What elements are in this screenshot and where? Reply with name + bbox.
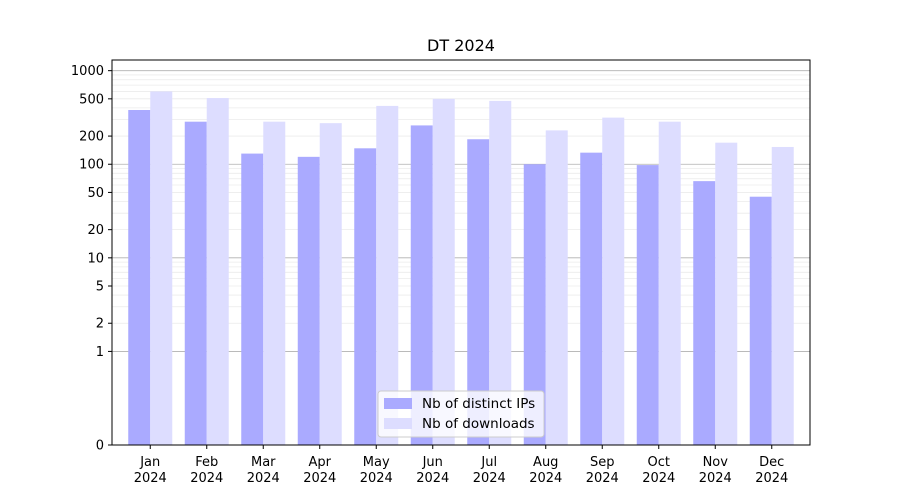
legend-box <box>377 390 545 438</box>
legend-label-downloads: Nb of downloads <box>422 416 535 432</box>
x-axis: Jan2024Feb2024Mar2024Apr2024May2024Jun20… <box>134 445 788 486</box>
bar-downloads <box>771 146 794 446</box>
y-tick-label: 100 <box>79 158 104 173</box>
legend-swatch-downloads <box>384 418 412 429</box>
x-tick-label-month: Sep <box>590 455 615 470</box>
bar-distinct-ips <box>749 196 772 445</box>
bar-distinct-ips <box>636 165 659 445</box>
x-tick-label-year: 2024 <box>529 471 562 486</box>
bar-downloads <box>150 91 173 445</box>
bar-distinct-ips <box>523 164 546 445</box>
x-tick-label-year: 2024 <box>134 471 167 486</box>
x-tick-label-month: Dec <box>759 455 784 470</box>
y-tick-label: 2 <box>96 317 104 332</box>
x-tick-label-month: Jul <box>480 455 497 470</box>
bar-distinct-ips <box>354 148 377 446</box>
y-tick-label: 1000 <box>71 64 104 79</box>
x-tick-label-year: 2024 <box>360 471 393 486</box>
y-tick-label: 20 <box>87 223 104 238</box>
bar-downloads <box>432 98 455 446</box>
y-tick-label: 50 <box>87 186 104 201</box>
x-tick-label-year: 2024 <box>416 471 449 486</box>
x-tick-label-month: Oct <box>648 455 670 470</box>
y-tick-label: 0 <box>96 439 104 454</box>
bar-downloads <box>658 121 681 446</box>
x-tick-label-month: Jan <box>139 455 160 470</box>
x-tick-label-year: 2024 <box>699 471 732 486</box>
y-tick-label: 500 <box>79 92 104 107</box>
bar-distinct-ips <box>128 109 151 446</box>
x-tick-label-month: Aug <box>533 455 558 470</box>
bar-downloads <box>489 100 512 446</box>
x-tick-label-year: 2024 <box>247 471 280 486</box>
bar-downloads <box>263 121 286 446</box>
x-tick-label-year: 2024 <box>586 471 619 486</box>
x-tick-label-year: 2024 <box>190 471 223 486</box>
x-tick-label-month: Nov <box>703 455 729 470</box>
y-tick-label: 10 <box>87 251 104 266</box>
bars-layer <box>128 91 794 446</box>
chart-title: DT 2024 <box>427 36 495 55</box>
x-tick-label-month: Feb <box>195 455 218 470</box>
bar-distinct-ips <box>580 152 603 445</box>
y-tick-label: 200 <box>79 130 104 145</box>
y-tick-label: 1 <box>96 345 104 360</box>
bar-distinct-ips <box>410 125 433 445</box>
y-tick-label: 5 <box>96 280 104 295</box>
x-tick-label-month: Apr <box>309 455 332 470</box>
x-tick-label-year: 2024 <box>303 471 336 486</box>
x-tick-label-year: 2024 <box>473 471 506 486</box>
bar-distinct-ips <box>297 156 320 446</box>
bar-downloads <box>376 105 399 445</box>
x-tick-label-month: Jun <box>422 455 443 470</box>
x-tick-label-year: 2024 <box>642 471 675 486</box>
plot-frame <box>111 59 811 446</box>
y-axis: 0 1 2 5 10 20 50 100 200 500 1000 <box>71 64 112 454</box>
x-tick-label-month: May <box>363 455 390 470</box>
bar-distinct-ips <box>693 181 716 445</box>
legend-label-distinct-ips: Nb of distinct IPs <box>422 396 535 412</box>
bar-downloads <box>319 123 342 446</box>
legend-swatch-distinct-ips <box>384 398 412 409</box>
bar-downloads <box>715 142 738 445</box>
bar-distinct-ips <box>184 121 207 446</box>
x-tick-label-year: 2024 <box>755 471 788 486</box>
bar-distinct-ips <box>467 139 490 445</box>
bar-downloads <box>206 98 229 446</box>
bar-distinct-ips <box>241 153 264 446</box>
bar-downloads <box>545 130 568 446</box>
x-tick-label-month: Mar <box>251 455 276 470</box>
bar-downloads <box>602 117 625 445</box>
legend: Nb of distinct IPs Nb of downloads <box>377 390 545 438</box>
